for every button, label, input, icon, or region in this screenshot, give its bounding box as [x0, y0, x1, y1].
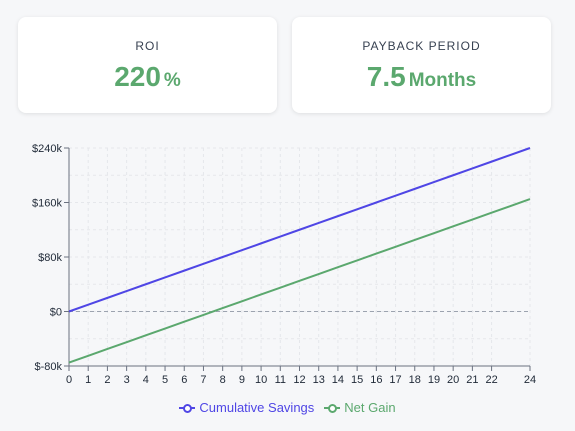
x-tick-label: 18 — [409, 374, 421, 386]
payback-card: PAYBACK PERIOD 7.5 Months — [292, 17, 551, 113]
x-tick-label: 5 — [162, 374, 168, 386]
x-tick-label: 17 — [389, 374, 401, 386]
x-tick-label: 3 — [124, 374, 130, 386]
legend-marker-icon — [179, 403, 196, 413]
x-tick-label: 0 — [66, 374, 72, 386]
roi-number: 220 — [114, 61, 161, 92]
y-tick-label: $160k — [32, 198, 62, 210]
payback-number: 7.5 — [366, 61, 406, 92]
x-tick-label: 2 — [104, 374, 110, 386]
roi-value: 220% — [18, 61, 277, 93]
payback-label: PAYBACK PERIOD — [362, 39, 481, 53]
x-tick-label: 24 — [524, 374, 536, 386]
payback-value: 7.5 Months — [292, 61, 551, 93]
legend-marker-icon — [324, 403, 341, 413]
x-tick-label: 16 — [370, 374, 382, 386]
x-tick-label: 21 — [466, 374, 478, 386]
x-tick-label: 19 — [428, 374, 440, 386]
legend-item-net-gain[interactable]: Net Gain — [324, 400, 396, 415]
x-tick-label: 7 — [200, 374, 206, 386]
y-tick-label: $0 — [50, 307, 62, 319]
legend-label: Net Gain — [344, 400, 396, 415]
net-gain-line — [68, 198, 531, 364]
x-tick-label: 9 — [239, 374, 245, 386]
chart-legend: Cumulative Savings Net Gain — [0, 400, 575, 415]
x-tick-label: 1 — [85, 374, 91, 386]
legend-item-cumulative-savings[interactable]: Cumulative Savings — [179, 400, 314, 415]
cumulative-savings-line — [68, 147, 531, 313]
y-tick-label: $240k — [32, 143, 62, 155]
x-tick-label: 6 — [181, 374, 187, 386]
x-tick-label: 22 — [485, 374, 497, 386]
x-tick-label: 4 — [143, 374, 149, 386]
x-tick-label: 20 — [447, 374, 459, 386]
x-tick-label: 10 — [255, 374, 267, 386]
x-tick-label: 8 — [220, 374, 226, 386]
roi-card: ROI 220% — [18, 17, 277, 113]
x-tick-label: 15 — [351, 374, 363, 386]
roi-label: ROI — [135, 39, 160, 53]
legend-label: Cumulative Savings — [199, 400, 315, 415]
y-tick-label: $-80k — [34, 361, 62, 373]
x-tick-label: 14 — [332, 374, 344, 386]
roi-unit: % — [163, 70, 181, 91]
x-tick-label: 11 — [275, 374, 286, 386]
payback-unit: Months — [408, 70, 477, 91]
x-tick-label: 13 — [313, 374, 325, 386]
y-tick-label: $80k — [38, 252, 62, 264]
x-tick-label: 12 — [293, 374, 305, 386]
